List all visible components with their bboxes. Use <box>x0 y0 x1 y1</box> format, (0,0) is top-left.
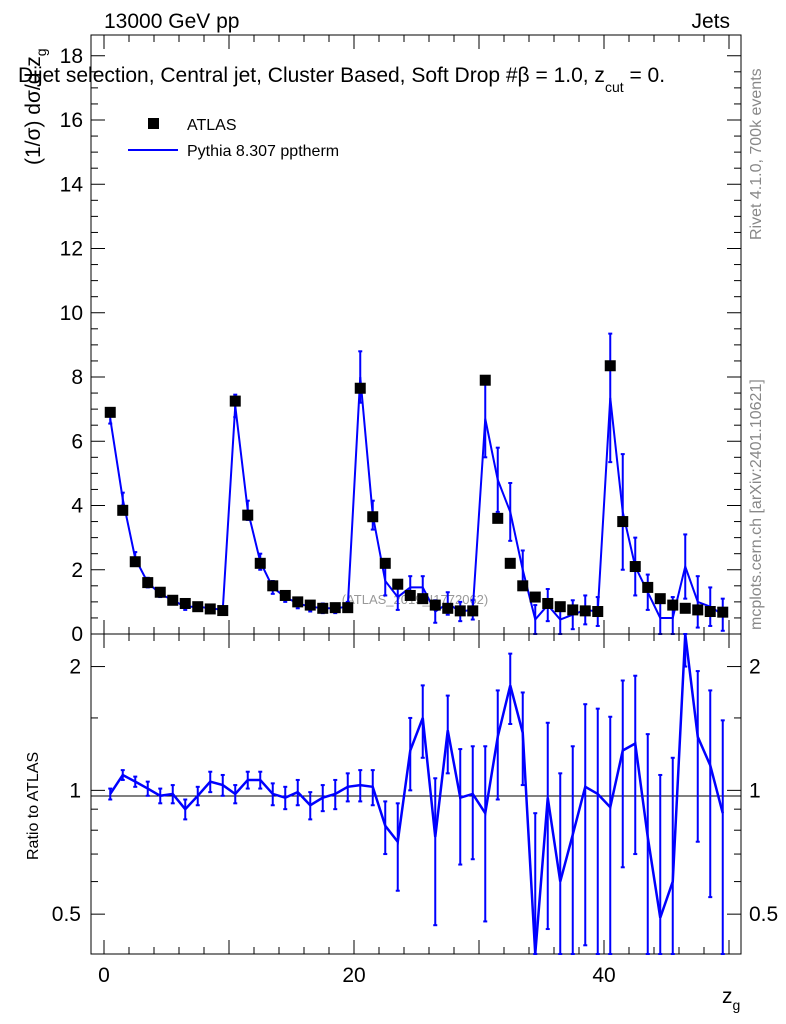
atlas-data-point <box>692 604 704 616</box>
mcplots-label: mcplots.cern.ch [arXiv:2401.10621] <box>748 379 765 630</box>
atlas-data-point <box>529 591 541 603</box>
atlas-data-point <box>329 602 341 614</box>
atlas-data-point <box>654 593 666 605</box>
atlas-data-point <box>429 599 441 611</box>
atlas-data-point <box>104 406 116 418</box>
main-y-tick-label: 10 <box>60 302 83 325</box>
x-tick-label: 20 <box>342 964 365 987</box>
atlas-data-point <box>492 512 504 524</box>
main-y-tick-label: 6 <box>71 430 83 453</box>
header-left: 13000 GeV pp <box>104 10 239 33</box>
ratio-y-axis-label: Ratio to ATLAS <box>25 752 42 860</box>
main-y-tick-label: 16 <box>60 109 83 132</box>
atlas-data-point <box>142 577 154 589</box>
main-y-tick-label: 0 <box>71 623 83 646</box>
legend-atlas-label: ATLAS <box>187 117 237 134</box>
x-tick-label: 0 <box>98 964 110 987</box>
atlas-data-point <box>204 603 216 615</box>
atlas-data-point <box>517 580 529 592</box>
main-y-axis-label: (1/σ) dσ/d zg <box>22 48 49 165</box>
main-y-tick-label: 12 <box>60 238 83 261</box>
atlas-data-point <box>254 557 266 569</box>
pythia-series-line <box>109 376 724 622</box>
selection-title: Dijet selection, Central jet, Cluster Ba… <box>18 64 665 95</box>
main-y-tick-label: 4 <box>71 495 83 518</box>
atlas-data-point <box>354 382 366 394</box>
main-data-layer <box>104 332 729 635</box>
atlas-data-point <box>404 589 416 601</box>
legend-pythia-label: Pythia 8.307 pptherm <box>187 143 339 160</box>
main-y-tick-label: 2 <box>71 559 83 582</box>
ratio-y-tick-label-right: 2 <box>749 656 761 679</box>
atlas-data-point <box>342 602 354 614</box>
atlas-data-point <box>217 605 229 617</box>
atlas-data-point <box>554 601 566 613</box>
atlas-data-point <box>179 597 191 609</box>
ratio-y-tick-label-right: 0.5 <box>749 903 778 926</box>
ratio-y-tick-label: 2 <box>69 656 81 679</box>
atlas-data-point <box>442 602 454 614</box>
atlas-data-point <box>279 589 291 601</box>
x-tick-label: 40 <box>592 964 615 987</box>
atlas-data-point <box>379 557 391 569</box>
atlas-data-point <box>679 602 691 614</box>
atlas-data-point <box>317 602 329 614</box>
atlas-data-point <box>642 581 654 593</box>
ratio-panel-frame <box>90 633 742 955</box>
atlas-data-point <box>454 605 466 617</box>
main-y-tick-label: 18 <box>60 45 83 68</box>
x-axis-label: zg <box>722 985 740 1013</box>
ratio-y-tick-label: 0.5 <box>52 903 81 926</box>
atlas-data-point <box>567 604 579 616</box>
main-x-ticks <box>103 35 730 634</box>
atlas-data-point <box>267 580 279 592</box>
atlas-data-point <box>367 511 379 523</box>
ratio-series-line <box>109 633 724 955</box>
atlas-data-point <box>629 561 641 573</box>
ratio-y-ticks: 0.5 0.5 1 1 2 2 <box>52 656 778 927</box>
main-y-tick-label: 8 <box>71 366 83 389</box>
atlas-data-point <box>292 596 304 608</box>
main-y-ticks: 0 2 4 6 8 10 12 14 16 18 <box>60 45 741 646</box>
atlas-data-point <box>192 601 204 613</box>
atlas-data-point <box>417 593 429 605</box>
atlas-data-point <box>592 606 604 618</box>
atlas-data-point <box>304 599 316 611</box>
atlas-data-point <box>479 374 491 386</box>
atlas-data-point <box>667 599 679 611</box>
atlas-data-point <box>504 557 516 569</box>
ratio-x-ticks: 0 20 40 <box>98 634 730 987</box>
atlas-data-point <box>154 586 166 598</box>
atlas-data-point <box>617 516 629 528</box>
atlas-data-point <box>117 504 129 516</box>
ratio-y-tick-label-right: 1 <box>749 779 761 802</box>
atlas-data-point <box>604 360 616 372</box>
header-right: Jets <box>691 10 730 33</box>
atlas-data-point <box>467 605 479 617</box>
main-y-tick-label: 14 <box>60 173 84 196</box>
atlas-data-point <box>229 395 241 407</box>
atlas-data-point <box>167 594 179 606</box>
rivet-label: Rivet 4.1.0, 700k events <box>748 68 765 240</box>
atlas-data-point <box>542 597 554 609</box>
atlas-data-point <box>579 605 591 617</box>
atlas-data-point <box>392 578 404 590</box>
atlas-data-point <box>717 606 729 618</box>
atlas-data-point <box>129 556 141 568</box>
atlas-data-point <box>704 606 716 618</box>
ratio-data-layer <box>108 633 725 955</box>
legend-atlas-marker <box>148 118 159 129</box>
atlas-data-point <box>242 509 254 521</box>
ratio-y-tick-label: 1 <box>69 779 81 802</box>
